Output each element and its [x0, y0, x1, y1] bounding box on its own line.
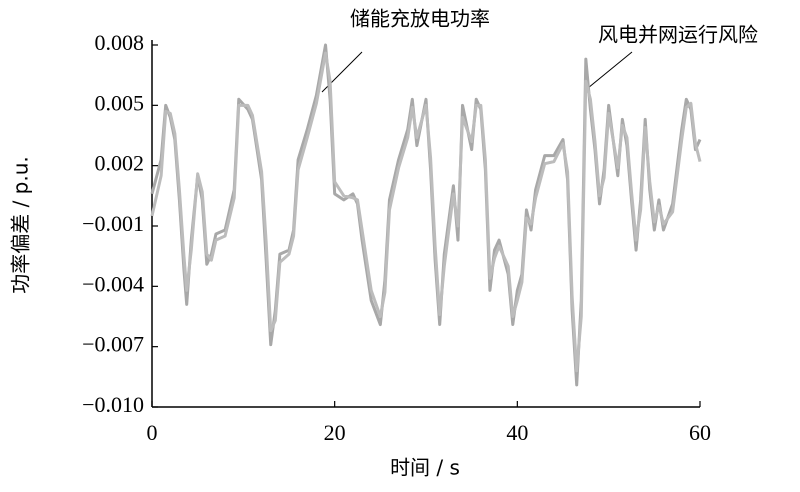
y-tick-label: −0.001: [82, 211, 144, 236]
x-tick-label: 0: [147, 420, 158, 445]
y-tick-label: −0.010: [82, 392, 144, 417]
y-axis-label: 功率偏差 / p.u.: [9, 156, 33, 294]
x-tick-label: 20: [324, 420, 346, 445]
y-tick-label: −0.007: [82, 332, 144, 357]
y-tick-label: 0.008: [95, 30, 145, 55]
y-tick-label: 0.002: [95, 151, 145, 176]
y-tick-label: 0.005: [95, 90, 145, 115]
series-annotation: 储能充放电功率: [350, 7, 490, 31]
series-line: [150, 43, 702, 387]
series-line: [150, 51, 702, 373]
y-tick-label: −0.004: [82, 271, 144, 296]
x-tick-label: 40: [506, 420, 528, 445]
series-annotation: 风电并网运行风险: [598, 23, 758, 47]
x-tick-label: 60: [689, 420, 711, 445]
annotation-leader: [587, 51, 633, 89]
x-axis-label: 时间 / s: [390, 456, 460, 480]
